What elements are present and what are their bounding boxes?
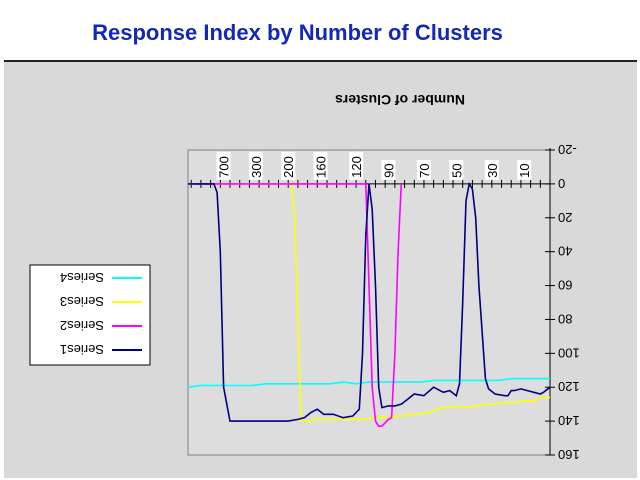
y-tick-label: 20 (558, 210, 572, 225)
x-tick-label-group: 70 (416, 159, 432, 180)
x-tick-label: 300 (249, 156, 264, 178)
x-axis: 10 30 50 70 90 120 160 200 300 700 (188, 151, 551, 188)
y-tick-label: 60 (558, 278, 572, 293)
legend: Series1 Series2 Series3 Series4 (29, 264, 151, 366)
x-tick-label: 30 (485, 163, 500, 177)
x-tick-label-group: 30 (484, 159, 500, 180)
series-line-series1 (188, 181, 551, 422)
x-tick-label-group: 10 (517, 159, 532, 180)
legend-label: Series2 (60, 318, 104, 333)
x-tick-label-group: 50 (449, 159, 464, 180)
x-tick-label-bg (484, 159, 499, 180)
y-axis: -20 0 20 40 60 80 100 120 140 160 (545, 142, 580, 462)
x-tick-label-bg (349, 151, 364, 180)
x-tick-label-group: 300 (248, 151, 264, 180)
y-tick-label: 140 (558, 413, 580, 428)
series-lines (187, 181, 551, 427)
x-tick-label-bg (216, 151, 231, 180)
x-tick-label-group: 160 (313, 151, 329, 180)
y-tick-label: 40 (558, 244, 572, 259)
y-tick-label: -20 (558, 142, 577, 157)
x-tick-label-group: 90 (381, 159, 396, 180)
x-tick-label: 70 (417, 163, 432, 177)
x-axis-label: Number of Clusters (335, 92, 465, 108)
y-tick-label: 80 (558, 311, 572, 326)
x-tick-label-bg (449, 159, 464, 180)
legend-box (29, 264, 151, 366)
x-tick-label-bg (517, 159, 532, 180)
x-tick-label: 160 (314, 156, 329, 178)
x-tick-label-group: 120 (349, 151, 364, 180)
legend-label: Series3 (60, 294, 104, 309)
x-tick-label: 200 (281, 156, 296, 178)
y-tick-label: 0 (558, 176, 565, 191)
legend-label: Series1 (60, 342, 104, 357)
y-tick-label: 120 (558, 379, 580, 394)
x-tick-label-bg (416, 159, 431, 180)
series-line-series4 (187, 377, 550, 388)
x-tick-label-bg (281, 151, 296, 180)
legend-label: Series4 (60, 270, 104, 285)
x-tick-label-group: 700 (216, 151, 232, 180)
y-tick-label: 100 (558, 345, 580, 360)
x-tick-label: 10 (517, 163, 532, 177)
chart-title: Response Index by Number of Clusters (92, 20, 503, 45)
x-tick-label: 120 (349, 156, 364, 178)
y-tick-label: 160 (558, 447, 580, 462)
x-tick-label-bg (381, 159, 396, 180)
x-tick-label: 700 (217, 156, 232, 178)
series-line-series2 (194, 183, 403, 427)
x-tick-label-bg (248, 151, 263, 180)
x-tick-label-bg (313, 151, 328, 180)
x-tick-label: 50 (449, 163, 464, 177)
series-line-series3 (188, 183, 550, 422)
x-tick-label: 90 (381, 163, 396, 177)
x-tick-label-group: 200 (281, 151, 296, 180)
